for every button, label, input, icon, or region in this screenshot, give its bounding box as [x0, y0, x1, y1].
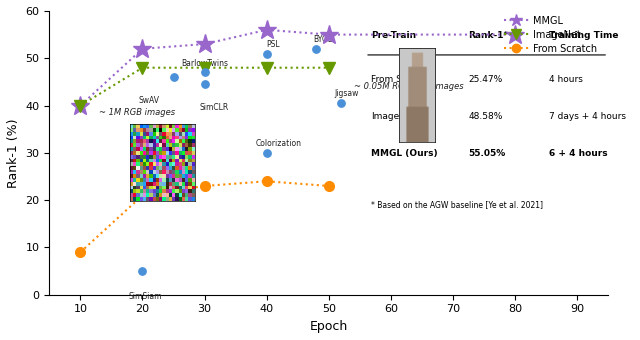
Text: 7 days + 4 hours: 7 days + 4 hours	[550, 112, 627, 121]
Text: SimCLR: SimCLR	[199, 103, 228, 112]
Point	[138, 268, 148, 274]
Point	[200, 70, 210, 75]
Y-axis label: Rank-1 (%): Rank-1 (%)	[7, 118, 20, 188]
Text: ~ 1M RGB images: ~ 1M RGB images	[99, 108, 175, 117]
ImageNet	[325, 66, 333, 70]
From Scratch	[325, 184, 333, 188]
ImageNet	[139, 66, 147, 70]
Point	[336, 101, 346, 106]
MMGL	[77, 103, 84, 107]
Line: From Scratch: From Scratch	[76, 176, 333, 257]
Text: 4 hours: 4 hours	[550, 75, 583, 84]
Text: 25.47%: 25.47%	[468, 75, 502, 84]
ImageNet	[77, 103, 84, 107]
Text: Jigsaw: Jigsaw	[334, 89, 358, 99]
Point	[168, 74, 179, 80]
Line: MMGL: MMGL	[70, 20, 525, 115]
Point	[200, 82, 210, 87]
Legend: MMGL, ImageNet, From Scratch: MMGL, ImageNet, From Scratch	[501, 13, 600, 56]
From Scratch	[263, 179, 271, 183]
Point	[262, 150, 272, 156]
Text: SwAV: SwAV	[138, 96, 159, 105]
Point	[311, 46, 321, 51]
Text: Pre-Train: Pre-Train	[371, 31, 416, 40]
Text: 55.05%: 55.05%	[468, 149, 506, 158]
Text: From Scratch: From Scratch	[371, 75, 430, 84]
Line: ImageNet: ImageNet	[74, 62, 335, 112]
Text: SimSiam: SimSiam	[129, 292, 163, 302]
Text: PSL: PSL	[266, 40, 280, 49]
Text: BarlowTwins: BarlowTwins	[181, 59, 228, 68]
From Scratch	[139, 193, 147, 198]
MMGL	[139, 47, 147, 51]
Text: * Based on the AGW baseline [Ye et al. 2021]: * Based on the AGW baseline [Ye et al. 2…	[371, 200, 543, 209]
Text: 48.58%: 48.58%	[468, 112, 503, 121]
From Scratch	[77, 250, 84, 254]
Text: Rank-1*: Rank-1*	[468, 31, 509, 40]
MMGL	[511, 33, 519, 37]
MMGL	[201, 42, 209, 46]
ImageNet	[201, 66, 209, 70]
Text: ImageNet: ImageNet	[371, 112, 415, 121]
X-axis label: Epoch: Epoch	[310, 320, 348, 333]
ImageNet	[263, 66, 271, 70]
Text: ~ 0.05M RGB & IR images: ~ 0.05M RGB & IR images	[353, 82, 463, 91]
MMGL	[263, 28, 271, 32]
Text: 6 + 4 hours: 6 + 4 hours	[550, 149, 608, 158]
Text: Colorization: Colorization	[256, 139, 302, 148]
Text: Training Time: Training Time	[550, 31, 619, 40]
Text: BYOL: BYOL	[313, 35, 332, 44]
MMGL	[325, 33, 333, 37]
Text: MMGL (Ours): MMGL (Ours)	[371, 149, 437, 158]
Point	[262, 51, 272, 56]
From Scratch	[201, 184, 209, 188]
